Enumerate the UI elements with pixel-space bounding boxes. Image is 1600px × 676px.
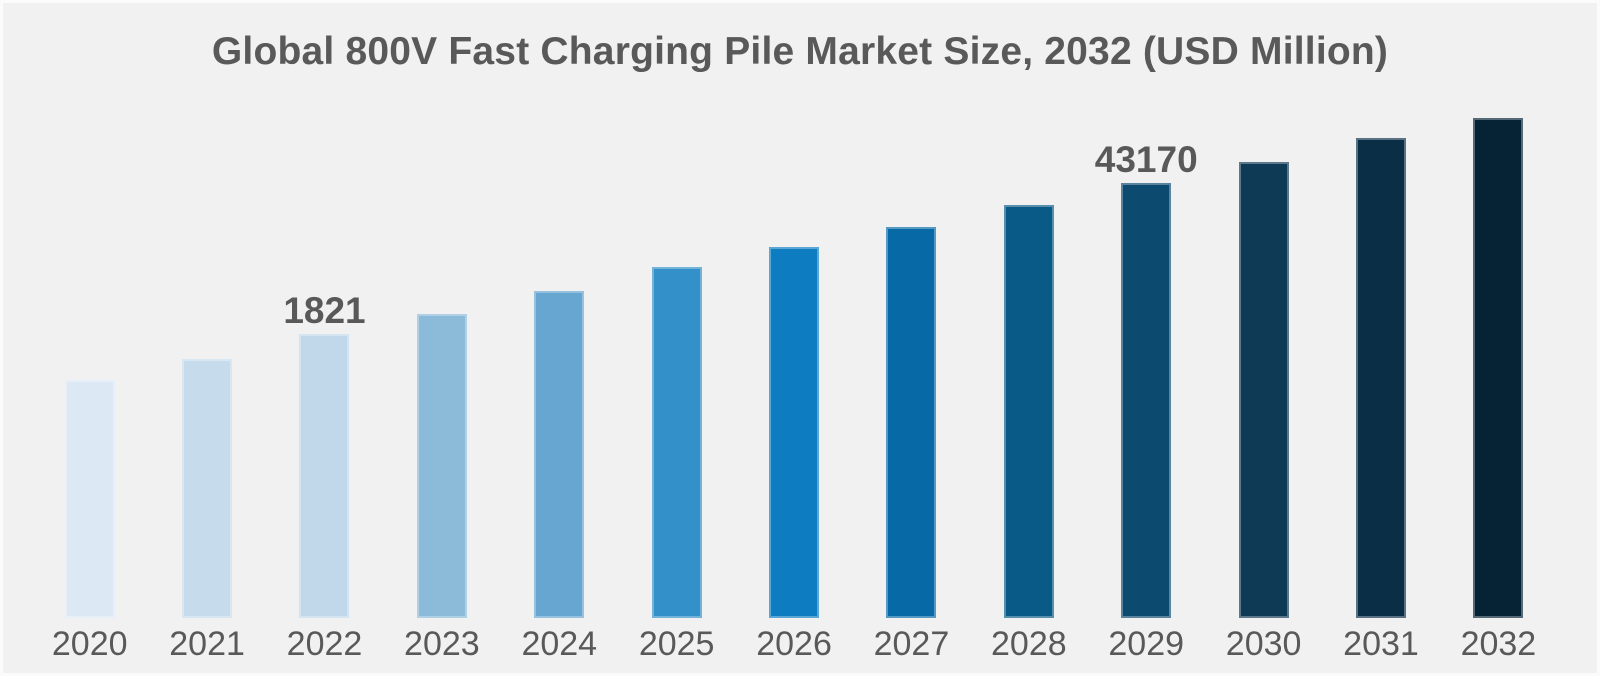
x-tick-2025: 2025 <box>638 625 715 663</box>
bar-column-2026: 2026 <box>735 0 852 661</box>
x-tick-2032: 2032 <box>1460 625 1537 663</box>
x-tick-2023: 2023 <box>404 625 480 663</box>
bar-2027 <box>886 227 937 618</box>
bars-area: 2020 2021 1821 2022 2023 2024 2025 2026 2027 2028… <box>31 0 1557 661</box>
bar-2020 <box>64 380 115 618</box>
bar-column-2022: 1821 2022 <box>266 0 383 661</box>
bar-2023 <box>416 314 467 618</box>
bar-2030 <box>1238 162 1289 618</box>
x-tick-2027: 2027 <box>873 625 950 663</box>
x-tick-2020: 2020 <box>51 625 128 663</box>
bar-column-2030: 2030 <box>1205 0 1322 661</box>
data-label-2022: 1821 <box>283 290 366 331</box>
x-tick-2031: 2031 <box>1343 625 1419 663</box>
chart-title: Global 800V Fast Charging Pile Market Si… <box>211 30 1389 73</box>
x-tick-2021: 2021 <box>169 625 245 663</box>
bar-column-2024: 2024 <box>501 0 618 661</box>
bar-column-2025: 2025 <box>618 0 735 661</box>
bar-column-2020: 2020 <box>31 0 148 661</box>
bar-2026 <box>769 247 820 618</box>
bar-2022 <box>299 334 350 618</box>
bar-2029 <box>1121 183 1172 618</box>
bar-2031 <box>1355 138 1406 618</box>
bar-column-2031: 2031 <box>1322 0 1439 661</box>
x-tick-2022: 2022 <box>286 625 363 663</box>
bar-2028 <box>1003 205 1054 618</box>
bar-column-2029: 43170 2029 <box>1088 0 1205 661</box>
bar-2025 <box>651 267 702 618</box>
bar-column-2028: 2028 <box>970 0 1087 661</box>
bar-column-2027: 2027 <box>853 0 970 661</box>
bar-2021 <box>182 359 233 618</box>
bar-column-2032: 2032 <box>1440 0 1557 661</box>
bar-column-2023: 2023 <box>383 0 500 661</box>
x-tick-2030: 2030 <box>1225 625 1302 663</box>
x-tick-2024: 2024 <box>521 625 598 663</box>
bar-2024 <box>534 291 585 618</box>
bar-2032 <box>1473 118 1524 618</box>
x-tick-2026: 2026 <box>756 625 832 663</box>
bar-column-2021: 2021 <box>148 0 265 661</box>
x-tick-2029: 2029 <box>1108 625 1185 663</box>
x-tick-2028: 2028 <box>991 625 1067 663</box>
data-label-2029: 43170 <box>1094 139 1198 180</box>
